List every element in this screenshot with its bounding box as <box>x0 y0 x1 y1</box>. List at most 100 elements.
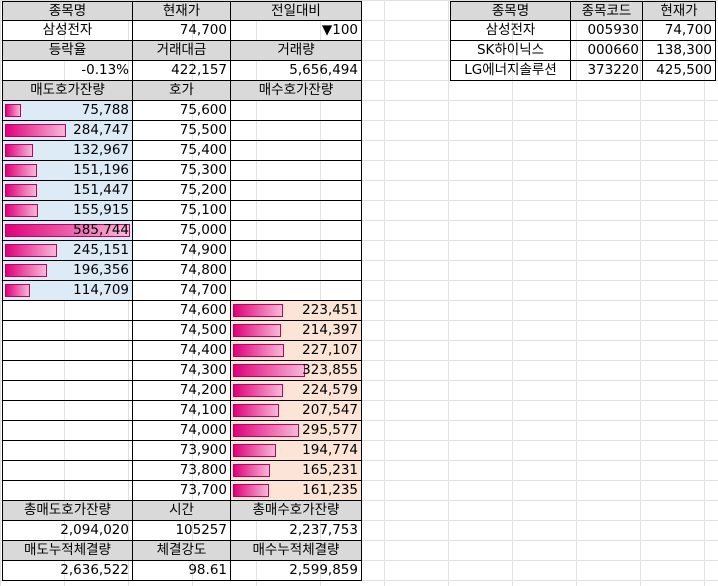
ask-qty-cell[interactable]: 114,709 <box>2 281 133 301</box>
cum-sell-value[interactable]: 2,636,522 <box>2 561 133 581</box>
cum-buy-value[interactable]: 2,599,859 <box>231 561 362 581</box>
header-cum-sell[interactable]: 매도누적체결량 <box>2 541 133 561</box>
empty-bid-cell[interactable] <box>231 101 362 121</box>
bid-price-cell[interactable]: 74,200 <box>133 381 231 401</box>
stock-name-cell[interactable]: 삼성전자 ▼ <box>2 21 133 41</box>
header-trade-value[interactable]: 거래대금 <box>133 41 231 61</box>
bid-price-cell[interactable]: 74,000 <box>133 421 231 441</box>
header-price[interactable]: 호가 <box>133 81 231 101</box>
ask-qty-cell[interactable]: 585,744 <box>2 221 133 241</box>
list-name-cell[interactable]: SK하이닉스 <box>450 41 571 61</box>
empty-bid-cell[interactable] <box>231 261 362 281</box>
ask-price-cell[interactable]: 75,600 <box>133 101 231 121</box>
strength-value[interactable]: 98.61 <box>133 561 231 581</box>
list-code-cell[interactable]: 373220 <box>571 61 643 81</box>
header-strength[interactable]: 체결강도 <box>133 541 231 561</box>
header-cum-buy[interactable]: 매수누적체결량 <box>231 541 362 561</box>
ask-price-cell[interactable]: 74,700 <box>133 281 231 301</box>
header-volume[interactable]: 거래량 <box>231 41 362 61</box>
change-rate-value[interactable]: -0.13% <box>2 61 133 81</box>
list-code-cell[interactable]: 000660 <box>571 41 643 61</box>
volume-value[interactable]: 5,656,494 <box>231 61 362 81</box>
ask-qty-value: 151,196 <box>73 162 129 178</box>
header-current-price[interactable]: 현재가 <box>133 1 231 21</box>
empty-bid-cell[interactable] <box>231 241 362 261</box>
header-time[interactable]: 시간 <box>133 501 231 521</box>
list-header-code[interactable]: 종목코드 <box>571 1 643 21</box>
header-bid-qty[interactable]: 매수호가잔량 <box>231 81 362 101</box>
empty-ask-cell[interactable] <box>2 421 133 441</box>
empty-ask-cell[interactable] <box>2 321 133 341</box>
ask-price-cell[interactable]: 74,800 <box>133 261 231 281</box>
empty-bid-cell[interactable] <box>231 181 362 201</box>
ask-qty-cell[interactable]: 151,196 <box>2 161 133 181</box>
bid-price-cell[interactable]: 74,400 <box>133 341 231 361</box>
bid-qty-cell[interactable]: 295,577 <box>231 421 362 441</box>
empty-ask-cell[interactable] <box>2 301 133 321</box>
time-value[interactable]: 105257 <box>133 521 231 541</box>
list-name-cell[interactable]: LG에너지솔루션 <box>450 61 571 81</box>
current-price-value[interactable]: 74,700 <box>133 21 231 41</box>
header-total-ask[interactable]: 총매도호가잔량 <box>2 501 133 521</box>
list-price-cell[interactable]: 425,500 <box>643 61 716 81</box>
bid-qty-cell[interactable]: 214,397 <box>231 321 362 341</box>
bid-qty-cell[interactable]: 161,235 <box>231 481 362 501</box>
total-bid-value[interactable]: 2,237,753 <box>231 521 362 541</box>
bid-price-cell[interactable]: 74,100 <box>133 401 231 421</box>
bid-qty-cell[interactable]: 207,547 <box>231 401 362 421</box>
bid-qty-cell[interactable]: 323,855 <box>231 361 362 381</box>
empty-ask-cell[interactable] <box>2 361 133 381</box>
empty-ask-cell[interactable] <box>2 461 133 481</box>
ask-price-cell[interactable]: 75,000 <box>133 221 231 241</box>
empty-bid-cell[interactable] <box>231 141 362 161</box>
ask-price-cell[interactable]: 75,300 <box>133 161 231 181</box>
empty-ask-cell[interactable] <box>2 481 133 501</box>
bid-price-cell[interactable]: 73,800 <box>133 461 231 481</box>
ask-price-cell[interactable]: 75,400 <box>133 141 231 161</box>
ask-price-cell[interactable]: 75,500 <box>133 121 231 141</box>
empty-bid-cell[interactable] <box>231 161 362 181</box>
list-price-cell[interactable]: 138,300 <box>643 41 716 61</box>
list-header-price[interactable]: 현재가 <box>643 1 716 21</box>
empty-ask-cell[interactable] <box>2 341 133 361</box>
header-total-bid[interactable]: 총매수호가잔량 <box>231 501 362 521</box>
empty-bid-cell[interactable] <box>231 201 362 221</box>
bid-qty-cell[interactable]: 194,774 <box>231 441 362 461</box>
bid-qty-cell[interactable]: 227,107 <box>231 341 362 361</box>
ask-qty-cell[interactable]: 75,788 <box>2 101 133 121</box>
ask-qty-cell[interactable]: 196,356 <box>2 261 133 281</box>
ask-qty-cell[interactable]: 151,447 <box>2 181 133 201</box>
list-name-cell[interactable]: 삼성전자 <box>450 21 571 41</box>
bid-price-cell[interactable]: 73,900 <box>133 441 231 461</box>
header-stock-name[interactable]: 종목명 <box>2 1 133 21</box>
list-header-name[interactable]: 종목명 <box>450 1 571 21</box>
ask-price-cell[interactable]: 74,900 <box>133 241 231 261</box>
header-change-rate[interactable]: 등락율 <box>2 41 133 61</box>
empty-ask-cell[interactable] <box>2 401 133 421</box>
ask-qty-cell[interactable]: 155,915 <box>2 201 133 221</box>
bid-qty-cell[interactable]: 223,451 <box>231 301 362 321</box>
trade-value-value[interactable]: 422,157 <box>133 61 231 81</box>
empty-bid-cell[interactable] <box>231 281 362 301</box>
header-change[interactable]: 전일대비 <box>231 1 362 21</box>
bid-price-cell[interactable]: 73,700 <box>133 481 231 501</box>
ask-price-cell[interactable]: 75,200 <box>133 181 231 201</box>
bid-qty-cell[interactable]: 224,579 <box>231 381 362 401</box>
bid-qty-cell[interactable]: 165,231 <box>231 461 362 481</box>
bid-price-cell[interactable]: 74,500 <box>133 321 231 341</box>
total-ask-value[interactable]: 2,094,020 <box>2 521 133 541</box>
bid-price-cell[interactable]: 74,300 <box>133 361 231 381</box>
list-code-cell[interactable]: 005930 <box>571 21 643 41</box>
header-ask-qty[interactable]: 매도호가잔량 <box>2 81 133 101</box>
empty-bid-cell[interactable] <box>231 221 362 241</box>
ask-price-cell[interactable]: 75,100 <box>133 201 231 221</box>
ask-qty-cell[interactable]: 245,151 <box>2 241 133 261</box>
empty-bid-cell[interactable] <box>231 121 362 141</box>
list-price-cell[interactable]: 74,700 <box>643 21 716 41</box>
empty-ask-cell[interactable] <box>2 441 133 461</box>
empty-ask-cell[interactable] <box>2 381 133 401</box>
ask-qty-cell[interactable]: 284,747 <box>2 121 133 141</box>
bid-price-cell[interactable]: 74,600 <box>133 301 231 321</box>
change-value[interactable]: ▼100 <box>231 21 362 41</box>
ask-qty-cell[interactable]: 132,967 <box>2 141 133 161</box>
